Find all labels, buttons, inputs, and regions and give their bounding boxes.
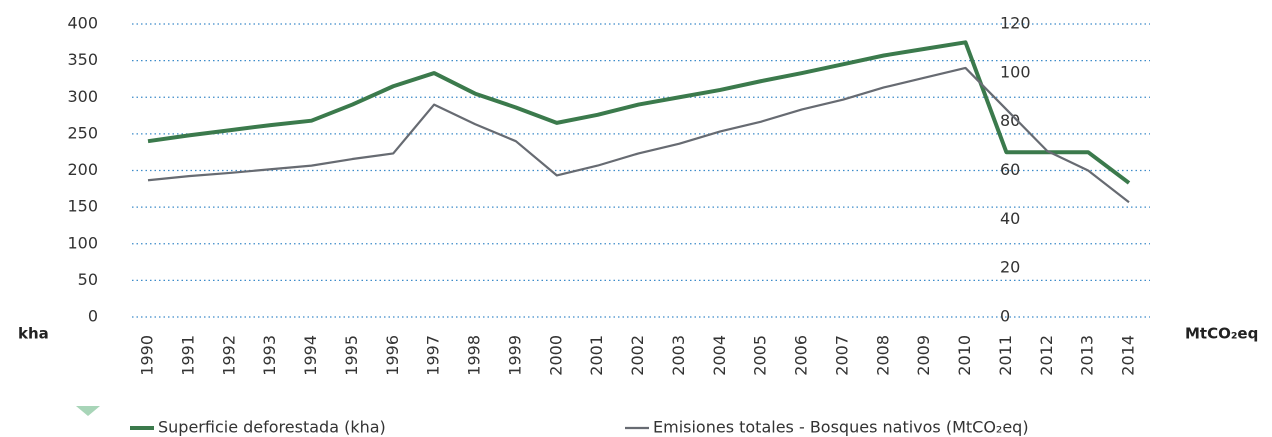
y-tick-label: 350	[67, 50, 98, 69]
y2-tick-label: 20	[1000, 258, 1020, 277]
y-tick-label: 200	[67, 160, 98, 179]
y-tick-label: 300	[67, 87, 98, 106]
x-tick-label: 2011	[996, 335, 1015, 376]
legend-marker-icon	[76, 406, 100, 416]
y2-axis-label: MtCO₂eq	[1185, 325, 1258, 343]
x-tick-label: 2009	[914, 335, 933, 376]
x-tick-label: 2004	[710, 335, 729, 376]
y-tick-label: 400	[67, 14, 98, 33]
y-axis-label: kha	[18, 325, 49, 343]
y-tick-label: 250	[67, 123, 98, 142]
x-tick-label: 1995	[342, 335, 361, 376]
x-tick-label: 2008	[873, 335, 892, 376]
series-line	[147, 66, 1130, 204]
x-tick-label: 1997	[424, 335, 443, 376]
x-tick-label: 1998	[465, 335, 484, 376]
y2-tick-label: 80	[1000, 111, 1020, 130]
x-tick-label: 2003	[669, 335, 688, 376]
legend-label: Emisiones totales - Bosques nativos (MtC…	[653, 418, 1029, 437]
x-tick-label: 2005	[751, 335, 770, 376]
x-tick-label: 1991	[178, 335, 197, 376]
y2-tick-label: 40	[1000, 209, 1020, 228]
x-tick-label: 2014	[1119, 335, 1138, 376]
x-tick-label: 2001	[587, 335, 606, 376]
x-tick-label: 1996	[383, 335, 402, 376]
y-tick-label: 50	[78, 270, 98, 289]
legend-label: Superficie deforestada (kha)	[158, 418, 386, 437]
x-tick-label: 2007	[832, 335, 851, 376]
x-tick-label: 1999	[505, 335, 524, 376]
y-tick-label: 100	[67, 233, 98, 252]
series-line	[147, 40, 1131, 185]
x-tick-label: 2010	[955, 335, 974, 376]
x-tick-label: 2006	[792, 335, 811, 376]
x-tick-label: 2000	[546, 335, 565, 376]
x-tick-label: 1992	[219, 335, 238, 376]
x-tick-label: 1993	[260, 335, 279, 376]
y-tick-label: 0	[88, 307, 98, 326]
x-tick-label: 2002	[628, 335, 647, 376]
x-tick-label: 2012	[1037, 335, 1056, 376]
y-tick-label: 150	[67, 197, 98, 216]
x-tick-label: 1994	[301, 335, 320, 376]
y2-tick-label: 60	[1000, 160, 1020, 179]
x-tick-label: 2013	[1078, 335, 1097, 376]
y2-tick-label: 0	[1000, 307, 1010, 326]
x-tick-label: 1990	[138, 335, 157, 376]
y2-tick-label: 120	[1000, 14, 1031, 33]
y2-tick-label: 100	[1000, 62, 1031, 81]
